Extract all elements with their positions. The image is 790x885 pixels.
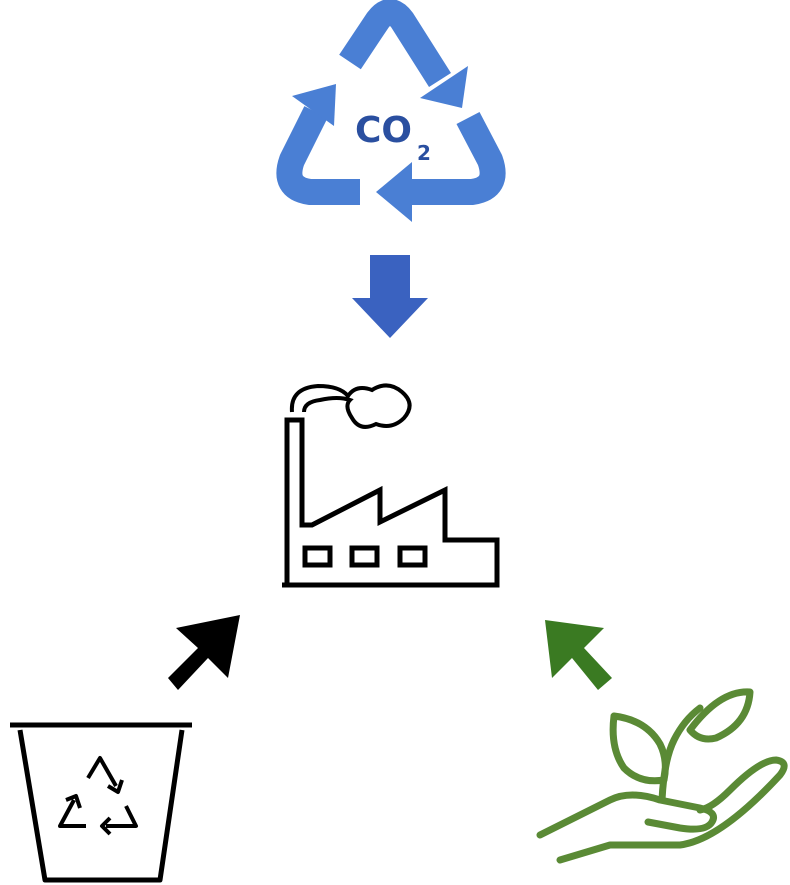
cycle-arrow xyxy=(276,106,360,205)
hand xyxy=(536,791,717,839)
down-arrow xyxy=(352,255,428,338)
bin-body xyxy=(17,729,185,883)
arrow-head xyxy=(376,162,412,222)
factory-outline xyxy=(282,417,500,588)
window xyxy=(302,545,333,568)
cycle-arrow xyxy=(410,111,506,205)
window xyxy=(397,545,428,568)
arrow-head xyxy=(420,66,468,108)
arrow-head xyxy=(292,84,336,126)
co2-label: CO xyxy=(355,110,412,151)
cycle-arrow xyxy=(339,0,451,87)
plant-hand xyxy=(536,688,788,864)
leaf xyxy=(686,688,754,743)
smoke xyxy=(289,383,412,429)
leaf xyxy=(609,712,669,785)
co2-cycle xyxy=(276,0,506,222)
window xyxy=(349,545,380,568)
recycle-bin xyxy=(10,722,192,883)
hand xyxy=(556,756,788,864)
plant-arrow xyxy=(545,620,612,690)
recycle-symbol xyxy=(58,756,138,836)
co2-subscript: 2 xyxy=(417,141,431,165)
factory xyxy=(282,383,500,588)
recycle-arrow xyxy=(168,615,240,690)
